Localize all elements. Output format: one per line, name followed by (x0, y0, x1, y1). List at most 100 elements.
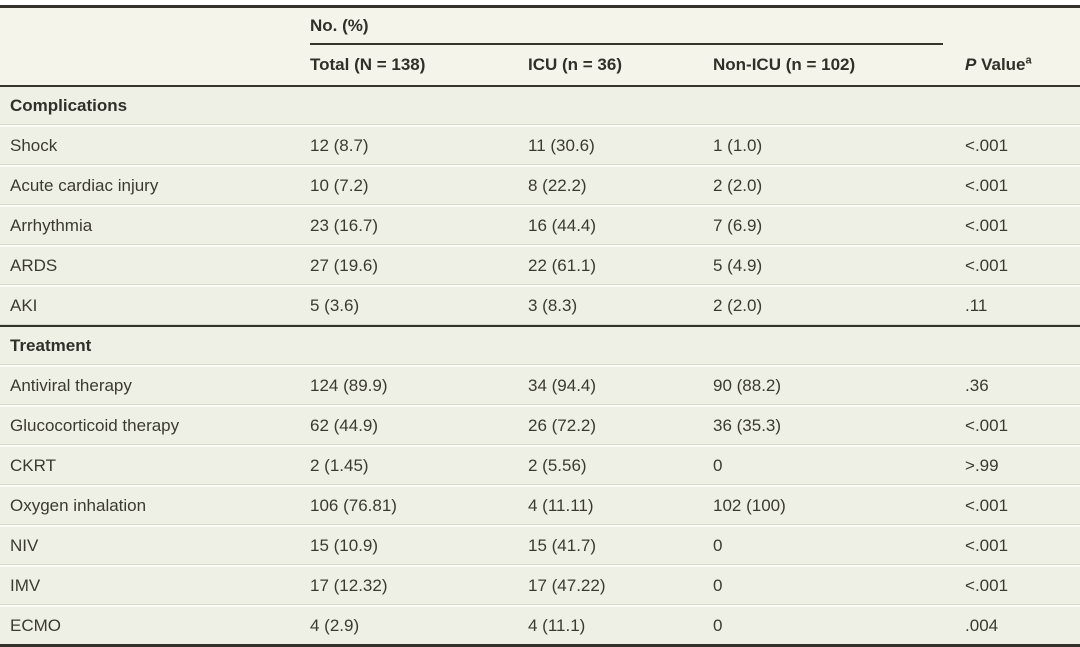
non-icu-cell: 0 (701, 565, 954, 605)
table-row: CKRT 2 (1.45) 2 (5.56) 0 >.99 (0, 445, 1080, 485)
table-row: Arrhythmia 23 (16.7) 16 (44.4) 7 (6.9) <.001 (0, 205, 1080, 245)
footnote-marker: a (1025, 54, 1032, 67)
icu-cell: 3 (8.3) (516, 285, 701, 325)
row-label: Arrhythmia (0, 205, 298, 245)
icu-cell: 16 (44.4) (516, 205, 701, 245)
section-title: Treatment (0, 325, 298, 365)
total-cell: 12 (8.7) (298, 125, 516, 165)
total-cell: 5 (3.6) (298, 285, 516, 325)
icu-cell: 22 (61.1) (516, 245, 701, 285)
table-row: ECMO 4 (2.9) 4 (11.1) 0.004 (0, 605, 1080, 644)
p-value-cell: <.001 (953, 125, 1080, 165)
section-title: Complications (0, 87, 298, 125)
row-label: Acute cardiac injury (0, 165, 298, 205)
total-column-header: Total (N = 138) (298, 45, 516, 87)
non-icu-cell: 0 (701, 445, 954, 485)
table-header: No. (%) Total (N = 138) ICU (n = 36) Non… (0, 8, 1080, 87)
icu-cell: 26 (72.2) (516, 405, 701, 445)
table-row: Oxygen inhalation 106 (76.81) 4 (11.11) 102… (0, 485, 1080, 525)
section-header-row: Complications (0, 87, 1080, 125)
table-body: Complications Shock 12 (8.7) 11 (30.6) 1 (1.… (0, 87, 1080, 644)
empty-header-cell (0, 8, 298, 45)
empty-cell (298, 87, 516, 125)
empty-cell (953, 325, 1080, 365)
non-icu-cell: 5 (4.9) (701, 245, 954, 285)
p-value-cell: .11 (953, 285, 1080, 325)
empty-cell (298, 325, 516, 365)
total-cell: 23 (16.7) (298, 205, 516, 245)
total-cell: 124 (89.9) (298, 365, 516, 405)
p-value-cell: <.001 (953, 485, 1080, 525)
table-row: ARDS 27 (19.6) 22 (61.1) 5 (4.9) <.001 (0, 245, 1080, 285)
non-icu-cell: 2 (2.0) (701, 165, 954, 205)
icu-cell: 8 (22.2) (516, 165, 701, 205)
table-row: IMV 17 (12.32) 17 (47.22) 0 <.001 (0, 565, 1080, 605)
table-row: Glucocorticoid therapy 62 (44.9) 26 (72.2)… (0, 405, 1080, 445)
non-icu-cell: 102 (100) (701, 485, 954, 525)
icu-cell: 34 (94.4) (516, 365, 701, 405)
total-cell: 106 (76.81) (298, 485, 516, 525)
icu-cell: 15 (41.7) (516, 525, 701, 565)
row-label: ECMO (0, 605, 298, 644)
row-label: ARDS (0, 245, 298, 285)
total-cell: 17 (12.32) (298, 565, 516, 605)
icu-cell: 2 (5.56) (516, 445, 701, 485)
table-row: Shock 12 (8.7) 11 (30.6) 1 (1.0) <.001 (0, 125, 1080, 165)
icu-column-header: ICU (n = 36) (516, 45, 701, 87)
row-label: AKI (0, 285, 298, 325)
row-label: Shock (0, 125, 298, 165)
non-icu-cell: 0 (701, 525, 954, 565)
total-cell: 62 (44.9) (298, 405, 516, 445)
row-label: Oxygen inhalation (0, 485, 298, 525)
spanner-label: No. (%) (310, 8, 944, 45)
row-label: NIV (0, 525, 298, 565)
empty-cell (953, 87, 1080, 125)
non-icu-column-header: Non-ICU (n = 102) (701, 45, 954, 87)
p-value-label: Value (976, 55, 1026, 74)
empty-cell (516, 325, 701, 365)
row-label-column-header (0, 45, 298, 87)
p-value-cell: <.001 (953, 245, 1080, 285)
p-value-cell: .36 (953, 365, 1080, 405)
row-label: Antiviral therapy (0, 365, 298, 405)
total-cell: 2 (1.45) (298, 445, 516, 485)
table-row: Antiviral therapy 124 (89.9) 34 (94.4) 90 (… (0, 365, 1080, 405)
p-value-cell: <.001 (953, 565, 1080, 605)
non-icu-cell: 1 (1.0) (701, 125, 954, 165)
p-value-cell: <.001 (953, 405, 1080, 445)
row-label: IMV (0, 565, 298, 605)
total-cell: 15 (10.9) (298, 525, 516, 565)
non-icu-cell: 2 (2.0) (701, 285, 954, 325)
empty-cell (516, 87, 701, 125)
non-icu-cell: 7 (6.9) (701, 205, 954, 245)
table-row: AKI 5 (3.6) 3 (8.3) 2 (2.0) .11 (0, 285, 1080, 325)
table-row: Acute cardiac injury 10 (7.2) 8 (22.2) 2 (2… (0, 165, 1080, 205)
icu-cell: 4 (11.11) (516, 485, 701, 525)
non-icu-cell: 90 (88.2) (701, 365, 954, 405)
spanner-row: No. (%) (0, 8, 1080, 45)
p-value-column-header: P Valuea (953, 45, 1080, 87)
total-cell: 10 (7.2) (298, 165, 516, 205)
icu-cell: 17 (47.22) (516, 565, 701, 605)
total-cell: 27 (19.6) (298, 245, 516, 285)
empty-cell (701, 87, 954, 125)
complications-treatment-table: No. (%) Total (N = 138) ICU (n = 36) Non… (0, 5, 1080, 647)
spanner-cell: No. (%) (298, 8, 954, 45)
empty-cell (701, 325, 954, 365)
row-label: Glucocorticoid therapy (0, 405, 298, 445)
p-italic: P (965, 55, 977, 74)
p-value-cell: .004 (953, 605, 1080, 644)
p-value-cell: <.001 (953, 205, 1080, 245)
non-icu-cell: 36 (35.3) (701, 405, 954, 445)
total-cell: 4 (2.9) (298, 605, 516, 644)
row-label: CKRT (0, 445, 298, 485)
section-header-row: Treatment (0, 325, 1080, 365)
non-icu-cell: 0 (701, 605, 954, 644)
icu-cell: 11 (30.6) (516, 125, 701, 165)
empty-header-cell (953, 8, 1080, 45)
column-header-row: Total (N = 138) ICU (n = 36) Non-ICU (n … (0, 45, 1080, 87)
p-value-cell: >.99 (953, 445, 1080, 485)
icu-cell: 4 (11.1) (516, 605, 701, 644)
table-row: NIV 15 (10.9) 15 (41.7) 0 <.001 (0, 525, 1080, 565)
